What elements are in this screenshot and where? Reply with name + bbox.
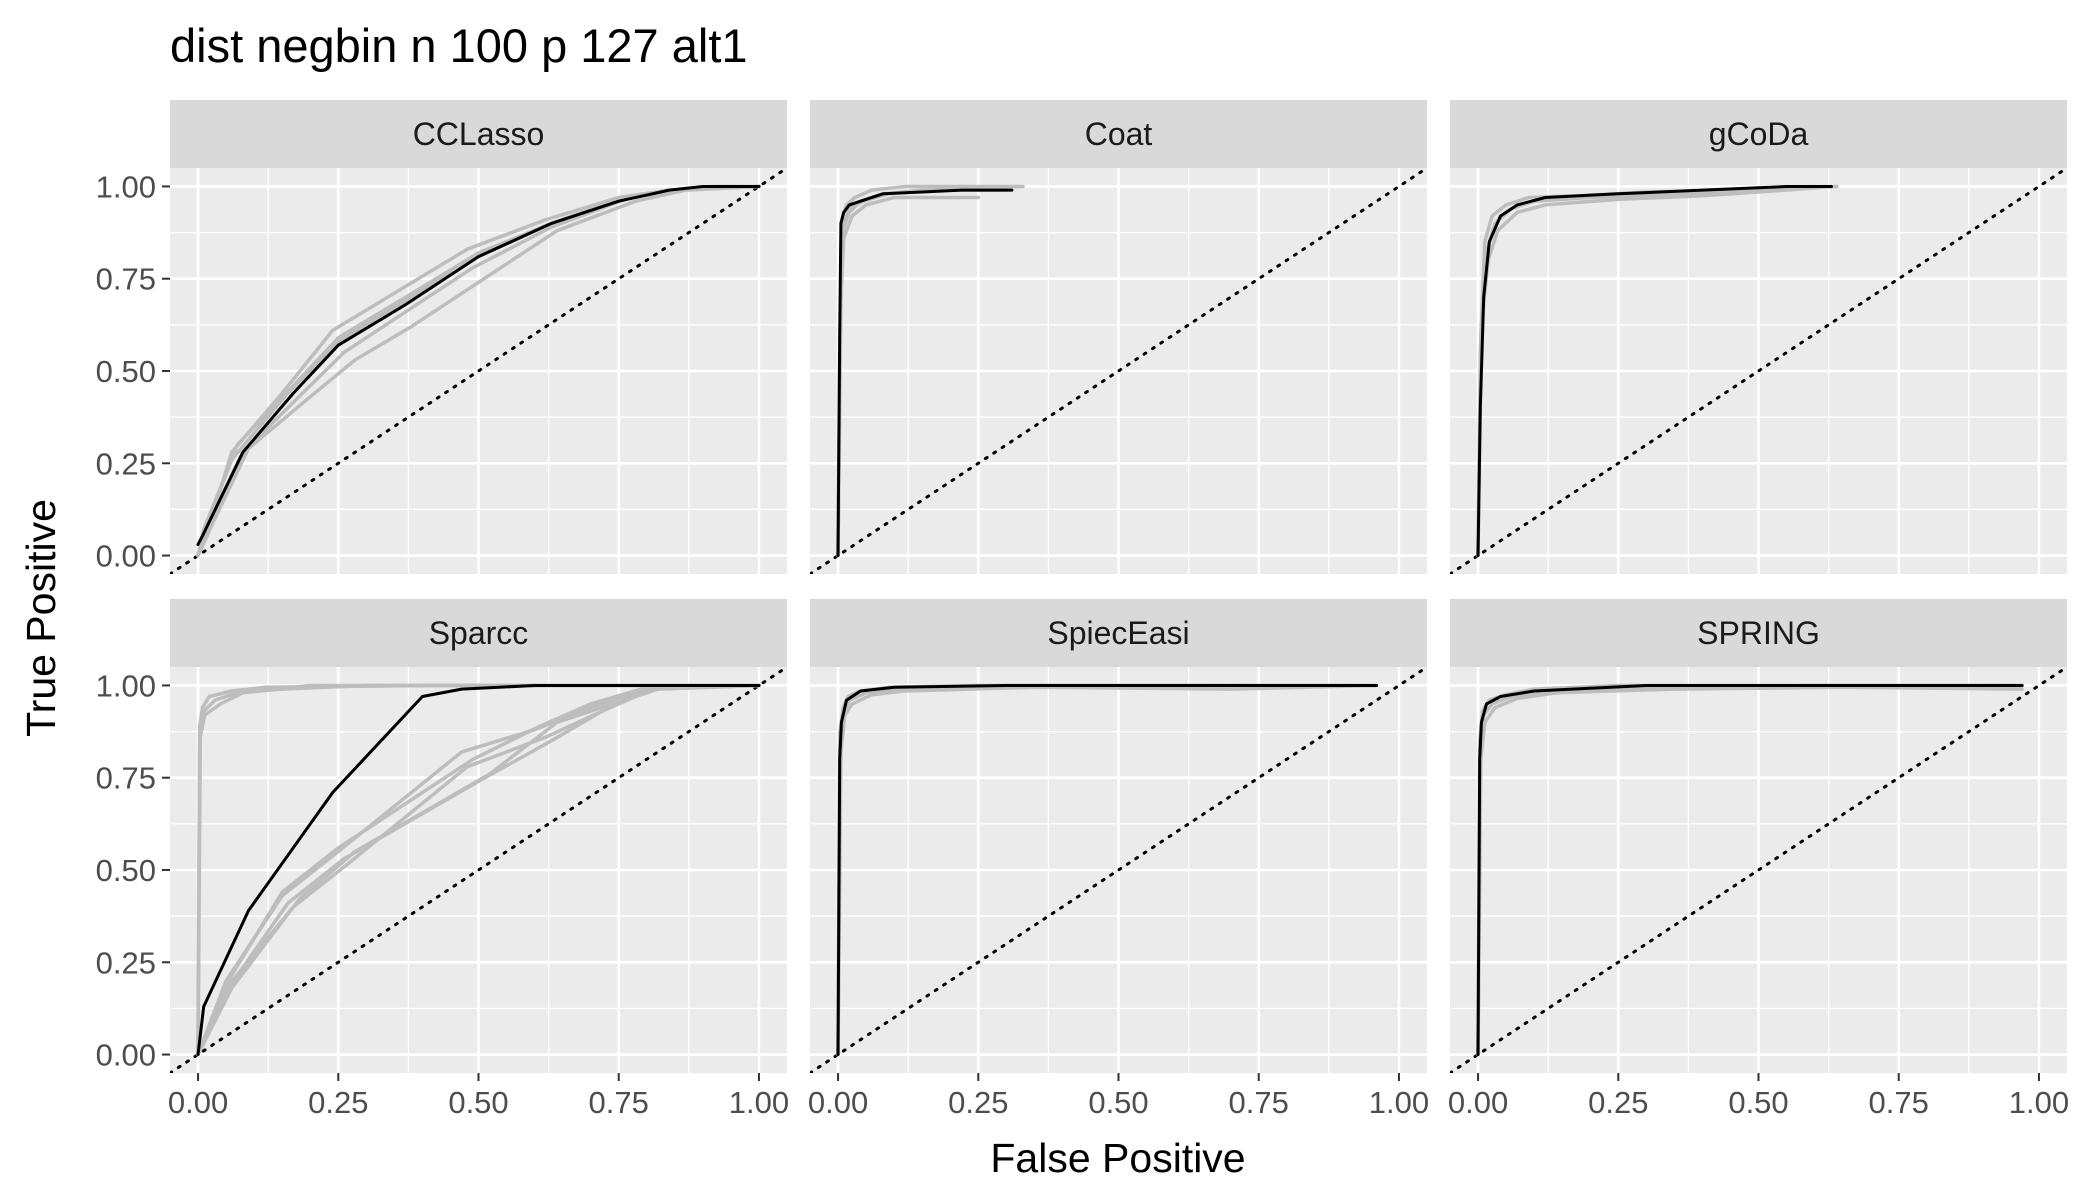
y-tick-label: 0.25 (96, 945, 156, 980)
mean-roc-curve (196, 684, 761, 1056)
mean-roc-curve (196, 185, 761, 546)
y-tick-label: 0.00 (96, 539, 156, 574)
mean-roc-curve (1476, 185, 1833, 557)
facet-panel-spring: SPRING 0.00 0.25 0.50 0.75 1.00 (1448, 599, 2069, 1120)
x-tick-label: 0.25 (1588, 1085, 1648, 1120)
mean-roc-curve (836, 684, 1378, 1056)
plot-area (810, 667, 1427, 1073)
facet-panel-spieceasi: SpiecEasi 0.00 0.25 0.50 0.75 1.00 (808, 599, 1429, 1120)
mean-roc-curve (836, 188, 1014, 557)
facet-panel-gcoda: gCoDa (1450, 100, 2067, 574)
facet-panel-cclasso: CCLasso 0.00 0.25 0.50 0.75 1.00 (96, 100, 787, 574)
replicate-roc-curve (1476, 685, 2024, 1057)
x-tick-label: 0.75 (1229, 1085, 1289, 1120)
reference-diagonal (810, 667, 1427, 1073)
facet-strip (1450, 599, 2067, 667)
reference-diagonal (810, 168, 1427, 574)
x-axis-title: False Positive (990, 1135, 1245, 1181)
facet-strip-label: CCLasso (413, 116, 545, 152)
y-tick-label: 0.50 (96, 853, 156, 888)
y-tick-label: 1.00 (96, 668, 156, 703)
facet-strip-label: SPRING (1697, 615, 1820, 651)
facet-panel-coat: Coat (810, 100, 1427, 574)
plot-area (1450, 168, 2067, 574)
y-tick-label: 1.00 (96, 169, 156, 204)
replicate-roc-curve (196, 683, 761, 1057)
facet-panel-sparcc: Sparcc 0.00 0.25 0.50 0.75 1.00 0.00 0.25 0.50 0.… (96, 599, 789, 1120)
x-tick-label: 0.75 (1869, 1085, 1929, 1120)
facet-strip (170, 100, 787, 168)
facet-strip-label: Coat (1085, 116, 1153, 152)
reference-diagonal (1450, 667, 2067, 1073)
plot-area (170, 667, 787, 1073)
plot-area (810, 168, 1427, 574)
replicate-roc-curve (196, 184, 761, 558)
mean-roc-curve (1476, 684, 2024, 1056)
y-tick-label: 0.25 (96, 446, 156, 481)
x-tick-label: 0.50 (448, 1085, 508, 1120)
x-tick-label: 0.00 (168, 1085, 228, 1120)
replicate-roc-curve (196, 683, 761, 1057)
x-tick-label: 1.00 (729, 1085, 789, 1120)
facet-panels: CCLasso 0.00 0.25 0.50 0.75 1.00 Coat gCoDa Spar… (96, 100, 2069, 1120)
y-axis-title: True Positive (18, 499, 64, 737)
x-tick-label: 0.00 (808, 1085, 868, 1120)
y-tick-label: 0.75 (96, 761, 156, 796)
reference-diagonal (170, 168, 787, 574)
facet-strip (810, 100, 1427, 168)
replicate-roc-curve (836, 683, 1379, 1057)
y-tick-label: 0.50 (96, 354, 156, 389)
facet-strip-label: gCoDa (1709, 116, 1809, 152)
facet-strip (170, 599, 787, 667)
y-tick-label: 0.75 (96, 262, 156, 297)
facet-strip (1450, 100, 2067, 168)
x-tick-label: 0.25 (308, 1085, 368, 1120)
x-tick-label: 1.00 (2009, 1085, 2069, 1120)
replicate-roc-curve (196, 683, 761, 1057)
plot-area (1450, 667, 2067, 1073)
y-tick-label: 0.00 (96, 1038, 156, 1073)
x-tick-label: 1.00 (1369, 1085, 1429, 1120)
x-tick-label: 0.25 (948, 1085, 1008, 1120)
x-tick-label: 0.00 (1448, 1085, 1508, 1120)
x-tick-label: 0.50 (1728, 1085, 1788, 1120)
facet-strip-label: Sparcc (429, 615, 529, 651)
plot-area (170, 168, 787, 574)
facet-strip-label: SpiecEasi (1047, 615, 1189, 651)
reference-diagonal (1450, 168, 2067, 574)
x-tick-label: 0.50 (1088, 1085, 1148, 1120)
facet-strip (810, 599, 1427, 667)
reference-diagonal (170, 667, 787, 1073)
x-tick-label: 0.75 (589, 1085, 649, 1120)
chart-title: dist negbin n 100 p 127 alt1 (170, 19, 748, 72)
